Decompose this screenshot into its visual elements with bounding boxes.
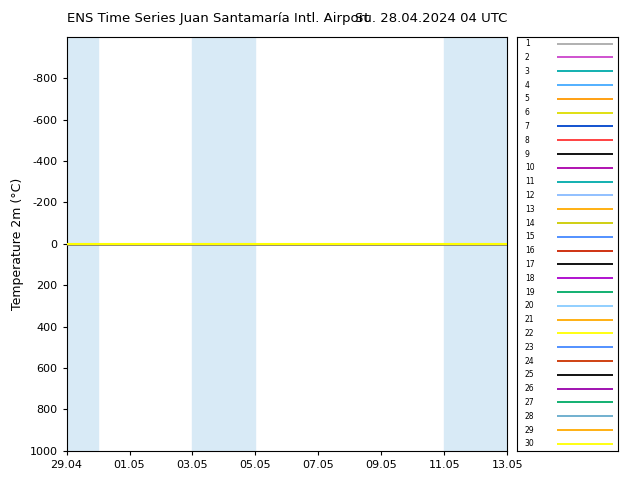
Text: 6: 6 <box>525 108 529 117</box>
Y-axis label: Temperature 2m (°C): Temperature 2m (°C) <box>11 178 24 310</box>
Bar <box>193 37 256 451</box>
Text: 18: 18 <box>525 274 534 283</box>
Text: 24: 24 <box>525 357 534 366</box>
Text: 20: 20 <box>525 301 534 310</box>
Text: 17: 17 <box>525 260 534 269</box>
Text: 16: 16 <box>525 246 534 255</box>
Bar <box>67 37 98 451</box>
Text: 25: 25 <box>525 370 534 379</box>
Text: 15: 15 <box>525 232 534 242</box>
Text: 21: 21 <box>525 315 534 324</box>
Text: 30: 30 <box>525 440 534 448</box>
Text: ENS Time Series Juan Santamaría Intl. Airport: ENS Time Series Juan Santamaría Intl. Ai… <box>67 12 369 25</box>
Text: 14: 14 <box>525 219 534 227</box>
Text: Su. 28.04.2024 04 UTC: Su. 28.04.2024 04 UTC <box>355 12 507 25</box>
Text: 23: 23 <box>525 343 534 352</box>
Text: 28: 28 <box>525 412 534 421</box>
Text: 5: 5 <box>525 95 529 103</box>
Text: 12: 12 <box>525 191 534 200</box>
Text: 13: 13 <box>525 205 534 214</box>
Text: 27: 27 <box>525 398 534 407</box>
Text: 11: 11 <box>525 177 534 186</box>
Text: 1: 1 <box>525 39 529 48</box>
Text: 26: 26 <box>525 384 534 393</box>
Bar <box>444 37 507 451</box>
Text: 19: 19 <box>525 288 534 296</box>
Text: 29: 29 <box>525 426 534 435</box>
Text: 3: 3 <box>525 67 529 76</box>
Text: 8: 8 <box>525 136 529 145</box>
Text: 7: 7 <box>525 122 529 131</box>
Text: 4: 4 <box>525 80 529 90</box>
Text: 22: 22 <box>525 329 534 338</box>
Text: 2: 2 <box>525 53 529 62</box>
Text: 9: 9 <box>525 149 529 159</box>
Text: 10: 10 <box>525 163 534 172</box>
